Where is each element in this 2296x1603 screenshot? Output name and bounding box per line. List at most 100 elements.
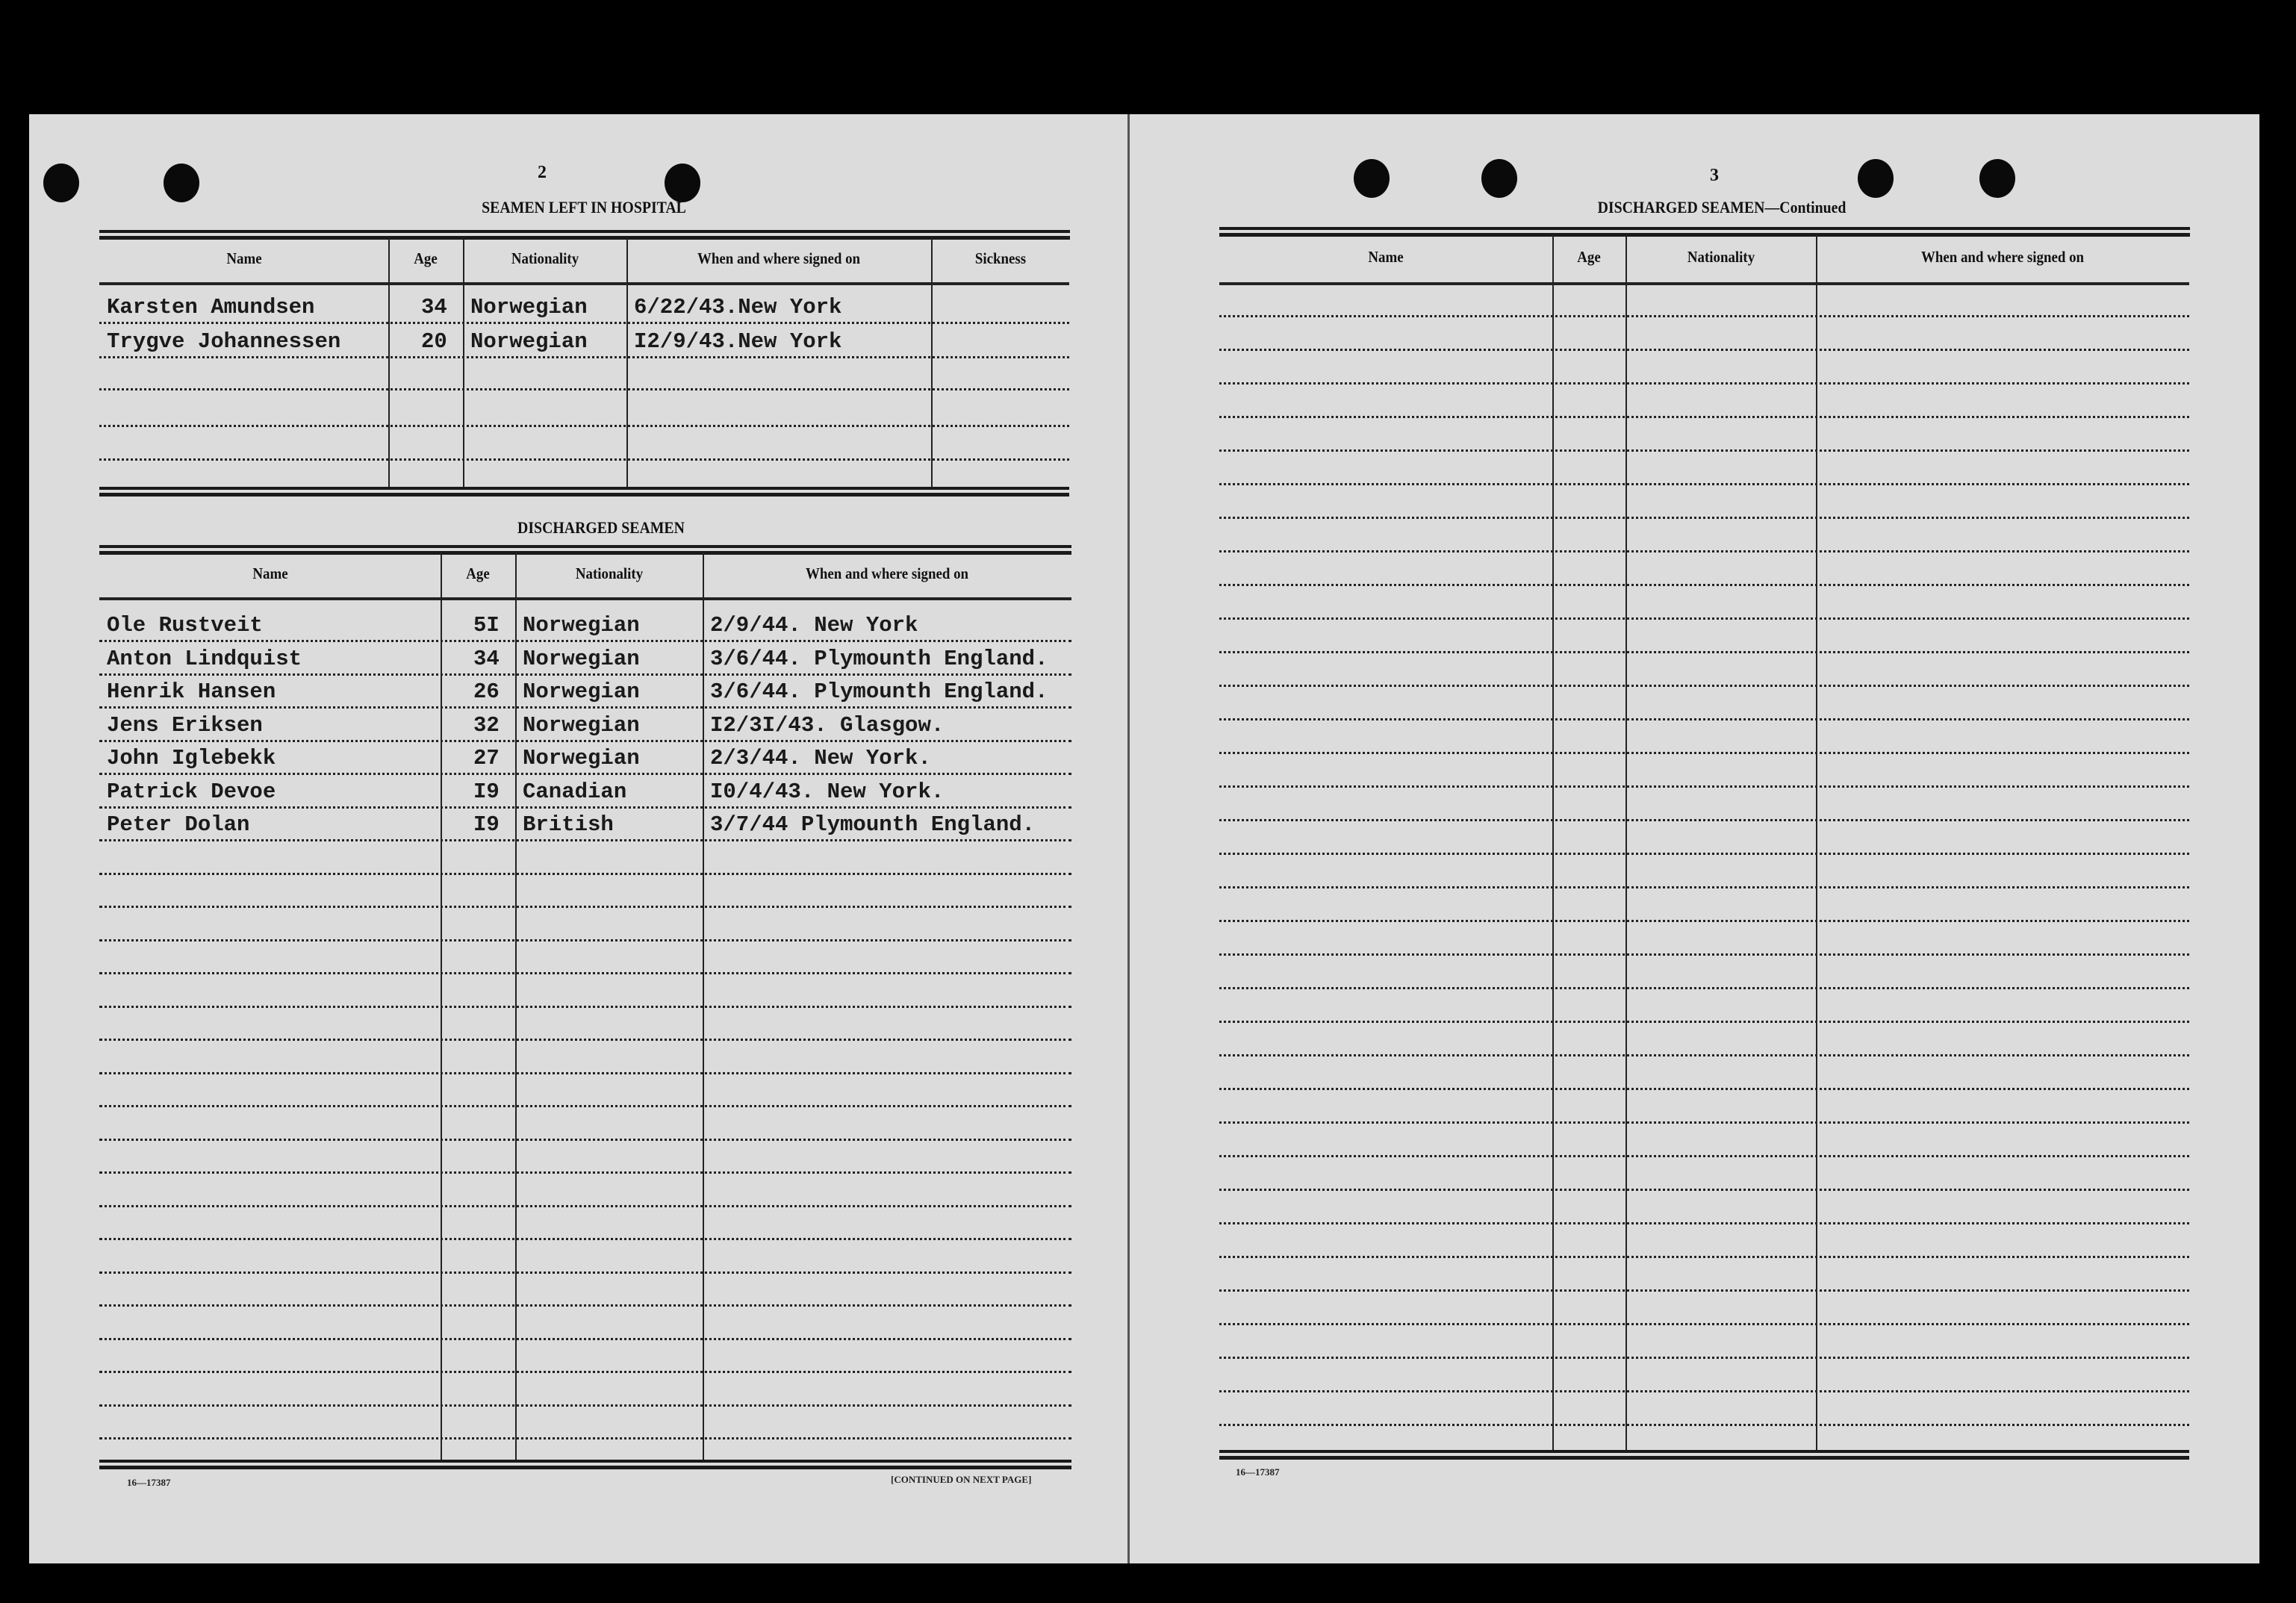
table-cell: John Iglebekk (107, 746, 276, 771)
table-cell: 6/22/43.New York (634, 295, 842, 320)
divider (99, 230, 1070, 240)
column-divider (1625, 234, 1627, 1450)
page-number: 2 (538, 163, 547, 182)
table-cell: 34 (421, 295, 447, 320)
table-cell: Jens Eriksen (107, 713, 263, 738)
divider (99, 545, 1071, 555)
row-line (1219, 349, 2189, 351)
row-line (99, 1039, 1071, 1041)
row-line (99, 1006, 1071, 1008)
row-line (99, 1304, 1071, 1307)
punch-hole (1979, 159, 2015, 198)
row-line (99, 1338, 1071, 1340)
row-line (99, 773, 1071, 775)
row-line (1219, 483, 2189, 485)
form-number: 16—17387 (1236, 1466, 1280, 1478)
column-divider (626, 237, 628, 487)
table-cell: 3/6/44. Plymounth England. (710, 647, 1048, 671)
column-header: Name (1368, 248, 1404, 266)
row-line (1219, 1424, 2189, 1426)
table-cell: Norwegian (523, 613, 640, 638)
row-line (1219, 1021, 2189, 1023)
table-cell: Norwegian (470, 295, 588, 320)
table-cell: I9 (473, 779, 500, 804)
row-line (1219, 987, 2189, 989)
table-cell: I9 (473, 812, 500, 837)
bottom-rule (1219, 1450, 2189, 1460)
document-page (29, 114, 2259, 1563)
row-line (99, 1072, 1071, 1074)
table-cell: Norwegian (523, 746, 640, 771)
row-line (1219, 584, 2189, 586)
table-cell: 3/6/44. Plymounth England. (710, 679, 1048, 704)
column-divider (931, 237, 933, 487)
page-number: 3 (1710, 166, 1719, 185)
punch-hole (164, 164, 199, 202)
row-line (99, 1371, 1071, 1373)
row-line (1219, 752, 2189, 754)
row-line (1219, 1390, 2189, 1392)
column-header: Name (225, 249, 262, 267)
table-cell: Karsten Amundsen (107, 295, 315, 320)
row-line (99, 906, 1071, 908)
column-header: Nationality (511, 249, 579, 267)
punch-hole (43, 164, 79, 202)
table-cell: Norwegian (523, 647, 640, 671)
row-line (99, 873, 1071, 875)
row-line (99, 322, 1069, 324)
form-number: 16—17387 (127, 1477, 171, 1488)
column-header: Name (252, 564, 288, 582)
table-cell: Canadian (523, 779, 627, 804)
discharged-continued-title: DISCHARGED SEAMEN—Continued (1597, 198, 1847, 217)
table-cell: British (523, 812, 614, 837)
column-header: When and where signed on (697, 249, 861, 267)
table-cell: 32 (473, 713, 500, 738)
hospital-section-title: SEAMEN LEFT IN HOSPITAL (482, 198, 686, 217)
table-cell: 2/3/44. New York. (710, 746, 931, 771)
column-header: When and where signed on (1920, 248, 2085, 266)
punch-hole (1481, 159, 1517, 198)
table-cell: 26 (473, 679, 500, 704)
column-divider (463, 237, 464, 487)
row-line (1219, 449, 2189, 452)
row-line (1219, 1121, 2189, 1124)
table-cell: Norwegian (470, 329, 588, 354)
discharged-section-title: DISCHARGED SEAMEN (517, 518, 685, 537)
row-line (1219, 1088, 2189, 1090)
row-line (99, 1105, 1071, 1107)
column-header: Age (466, 564, 490, 582)
column-header: Age (414, 249, 438, 267)
row-line (1219, 550, 2189, 553)
row-line (1219, 1256, 2189, 1258)
table-cell: Patrick Devoe (107, 779, 276, 804)
row-line (99, 1205, 1071, 1207)
row-line (99, 458, 1069, 461)
table-cell: I2/9/43.New York (634, 329, 842, 354)
table-cell: 2/9/44. New York (710, 613, 918, 638)
table-cell: Ole Rustveit (107, 613, 263, 638)
row-line (1219, 1155, 2189, 1157)
row-line (99, 1437, 1071, 1439)
table-cell: 27 (473, 746, 500, 771)
row-line (1219, 819, 2189, 821)
row-line (1219, 416, 2189, 418)
row-line (1219, 1054, 2189, 1056)
row-line (1219, 315, 2189, 317)
row-line (99, 1404, 1071, 1407)
row-line (1219, 853, 2189, 855)
table-cell: Norwegian (523, 713, 640, 738)
bottom-rule (99, 1460, 1071, 1469)
table-cell: Anton Lindquist (107, 647, 302, 671)
row-line (99, 356, 1069, 358)
header-rule (1219, 282, 2189, 285)
row-line (1219, 886, 2189, 888)
table-cell: Henrik Hansen (107, 679, 276, 704)
row-line (1219, 685, 2189, 687)
row-line (1219, 517, 2189, 519)
row-line (99, 388, 1069, 390)
row-line (99, 1171, 1071, 1174)
continued-note: [CONTINUED ON NEXT PAGE] (891, 1474, 1032, 1485)
row-line (1219, 718, 2189, 720)
row-line (99, 1271, 1071, 1274)
table-cell: I0/4/43. New York. (710, 779, 945, 804)
